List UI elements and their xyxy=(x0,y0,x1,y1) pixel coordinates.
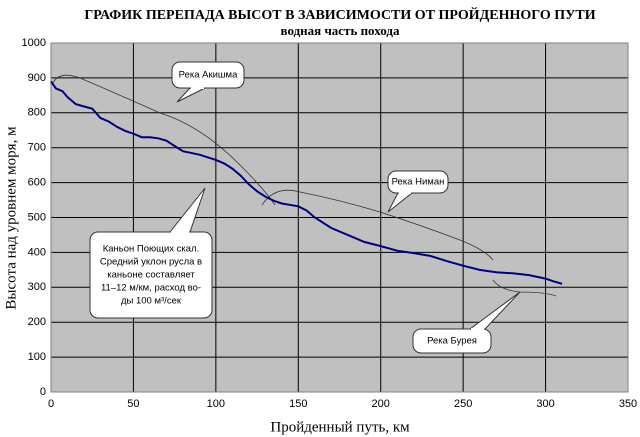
callout-text: каньоне составляет xyxy=(107,270,195,281)
y-tick-label: 200 xyxy=(28,316,46,328)
y-tick-label: 900 xyxy=(28,72,46,84)
y-axis-label: Высота над уровнем моря, м xyxy=(3,126,19,310)
line xyxy=(50,80,563,285)
x-tick-label: 300 xyxy=(536,398,554,410)
callout-box xyxy=(89,231,213,319)
callout-box xyxy=(412,328,492,354)
y-tick-label: 700 xyxy=(28,142,46,154)
callout-text: Река Акишма xyxy=(179,70,238,81)
callout-text: Средний уклон русла в xyxy=(100,257,202,268)
chart-title: ГРАФИК ПЕРЕПАДА ВЫСОТ В ЗАВИСИМОСТИ ОТ П… xyxy=(84,6,595,23)
x-axis-label: Пройденный путь, км xyxy=(270,419,410,435)
callout-text: 11–12 м/км, расход во- xyxy=(101,283,201,294)
x-tick-label: 350 xyxy=(619,398,637,410)
brace xyxy=(261,189,494,261)
y-tick-label: 300 xyxy=(28,281,46,293)
y-tick-label: 500 xyxy=(28,211,46,223)
callout-text: Река Ниман xyxy=(392,177,445,188)
y-tick-label: 600 xyxy=(28,177,46,189)
callout-box xyxy=(171,61,245,89)
y-tick-label: 0 xyxy=(40,386,46,398)
x-tick-label: 0 xyxy=(48,398,54,410)
x-tick-label: 250 xyxy=(454,398,472,410)
callout-text: ды 100 м³/сек xyxy=(121,296,182,307)
brace xyxy=(51,74,276,206)
y-tick-label: 1000 xyxy=(22,37,46,49)
plot-border xyxy=(50,42,629,393)
callout-box xyxy=(387,170,449,194)
chart-subtitle: водная часть похода xyxy=(281,23,400,38)
y-tick-label: 400 xyxy=(28,246,46,258)
x-tick-label: 100 xyxy=(207,398,225,410)
y-tick-label: 800 xyxy=(28,107,46,119)
x-tick-label: 200 xyxy=(372,398,390,410)
x-tick-label: 150 xyxy=(289,398,307,410)
callout-text: Каньон Поющих скал. xyxy=(103,244,200,255)
callout-text: Река Бурея xyxy=(427,336,477,347)
y-tick-label: 100 xyxy=(28,351,46,363)
x-tick-label: 50 xyxy=(127,398,139,410)
